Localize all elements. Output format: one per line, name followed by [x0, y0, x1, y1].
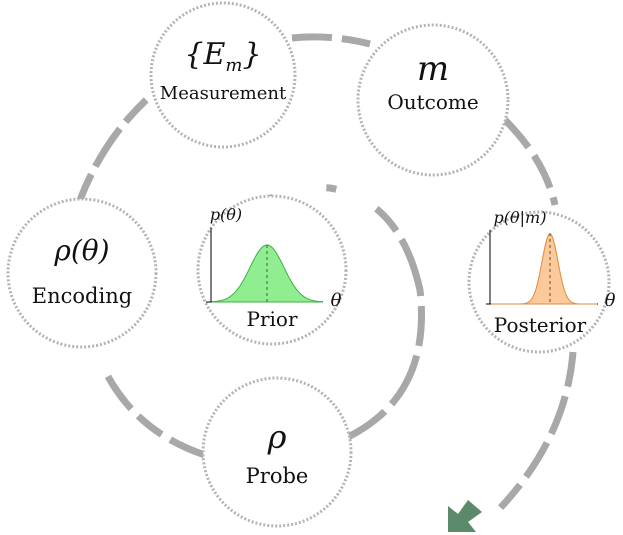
- arc-probe-spiral: [266, 184, 425, 441]
- encoding-symbol: ρ(θ): [53, 234, 109, 267]
- prior-xlabel: θ: [331, 290, 342, 311]
- encoding-circle: [6, 197, 158, 349]
- posterior-ylabel: p(θ|m): [494, 208, 547, 227]
- measurement-symbol: {Em}: [184, 37, 261, 76]
- probe-label: Probe: [246, 464, 309, 488]
- arc-encoding-to-measurement: [76, 89, 158, 202]
- prior-label: Prior: [246, 307, 297, 331]
- measurement-node: {Em} Measurement: [149, 1, 297, 149]
- posterior-label: Posterior: [494, 313, 587, 337]
- outcome-symbol: m: [417, 49, 449, 89]
- output-arrow-icon: [448, 500, 482, 532]
- cycle-arcs: [76, 33, 577, 531]
- prior-node: p(θ) θ Prior: [196, 194, 348, 346]
- measurement-circle: [149, 1, 297, 149]
- outcome-node: m Outcome: [356, 23, 510, 177]
- prior-distribution-curve: [211, 244, 323, 303]
- encoding-node: ρ(θ) Encoding: [6, 197, 158, 349]
- probe-circle: [201, 376, 353, 528]
- arc-probe-to-encoding: [96, 358, 207, 459]
- prior-ylabel: p(θ): [210, 205, 242, 224]
- outcome-label: Outcome: [387, 90, 478, 114]
- posterior-distribution-curve: [491, 233, 597, 305]
- outcome-circle: [356, 23, 510, 177]
- encoding-label: Encoding: [32, 284, 132, 308]
- arc-posterior-to-output: [477, 351, 577, 531]
- posterior-xlabel: θ: [605, 290, 616, 311]
- arc-measurement-to-outcome: [291, 33, 371, 48]
- posterior-node: p(θ|m) θ Posterior: [467, 208, 616, 354]
- measurement-label: Measurement: [160, 83, 287, 104]
- probe-node: ρ Probe: [201, 376, 353, 528]
- arc-outcome-to-posterior: [502, 117, 559, 206]
- probe-symbol: ρ: [267, 418, 287, 456]
